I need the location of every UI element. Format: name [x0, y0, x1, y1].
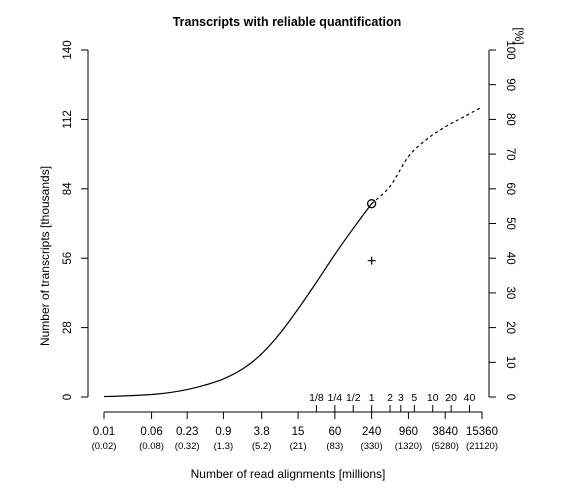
x-tick-label: 0.01: [93, 426, 115, 438]
fraction-tick-label: 1/8: [309, 392, 324, 404]
y-tick-label: 112: [62, 110, 74, 128]
fraction-tick-label: 2: [387, 392, 393, 404]
y-axis-title: Number of transcripts [thousands]: [38, 166, 52, 346]
x-tick-label: 15: [292, 426, 305, 438]
y2-ticks: 0 10 20 30 40 50 60 70 80 90 100: [489, 40, 516, 400]
y2-axis-title: [%]: [512, 27, 526, 44]
fraction-tick-label: 1/2: [346, 392, 361, 404]
x-tick-label: 0.06: [140, 426, 162, 438]
y2-tick-label: 20: [504, 321, 516, 334]
fraction-ticks: 1/8 1/4 1/2 1 2 3 5 10 20 40: [309, 392, 476, 412]
y2-tick-label: 10: [504, 356, 516, 369]
y2-tick-label: 70: [504, 148, 516, 161]
x-sub-label: (0.02): [92, 441, 117, 452]
x-axis-title: Number of read alignments [millions]: [191, 467, 386, 481]
x-sub-label: (1320): [395, 441, 422, 452]
y-tick-label: 0: [62, 394, 74, 400]
y2-tick-label: 0: [504, 394, 516, 400]
fraction-tick-label: 20: [445, 392, 457, 404]
plus-marker: [367, 256, 376, 265]
fraction-tick-label: 1: [369, 392, 375, 404]
x-sub-label: (83): [326, 441, 343, 452]
y-ticks: 0 28 56 84 112 140: [62, 40, 88, 400]
x-tick-label: 960: [399, 426, 418, 438]
x-tick-label: 3840: [432, 426, 458, 438]
fraction-tick-label: 5: [411, 392, 417, 404]
y-tick-label: 140: [62, 40, 74, 59]
projected-series-line: [371, 106, 483, 205]
series-layer: [103, 106, 483, 398]
x-ticks: 0.01 (0.02) 0.06 (0.08) 0.23 (0.32) 0.9 (1.3) 3.…: [92, 412, 498, 452]
x-sub-label: (5280): [431, 441, 458, 452]
circle-marker: [366, 199, 377, 209]
fraction-tick-label: 10: [427, 392, 439, 404]
y-tick-label: 56: [62, 252, 74, 265]
x-tick-label: 60: [328, 426, 341, 438]
fraction-tick-label: 3: [398, 392, 404, 404]
y2-tick-label: 40: [504, 252, 516, 265]
x-tick-label: 3.8: [254, 426, 270, 438]
x-tick-label: 0.9: [215, 426, 231, 438]
x-sub-label: (330): [361, 441, 383, 452]
x-sub-label: (21120): [466, 441, 498, 452]
y2-tick-label: 80: [504, 113, 516, 126]
x-sub-label: (0.32): [175, 441, 200, 452]
y2-tick-label: 90: [504, 78, 516, 91]
x-sub-label: (21): [290, 441, 307, 452]
y-tick-label: 84: [62, 182, 74, 195]
x-sub-label: (1.3): [214, 441, 234, 452]
y2-tick-label: 60: [504, 182, 516, 195]
fraction-tick-label: 1/4: [328, 392, 343, 404]
fraction-tick-label: 40: [464, 392, 476, 404]
y2-tick-label: 50: [504, 217, 516, 230]
marker-layer: [366, 199, 377, 265]
y2-tick-label: 100: [504, 40, 516, 59]
y2-tick-label: 30: [504, 287, 516, 300]
y-tick-label: 28: [62, 321, 74, 334]
x-tick-label: 240: [362, 426, 381, 438]
x-sub-label: (0.08): [139, 441, 164, 452]
x-sub-label: (5.2): [252, 441, 272, 452]
observed-series-line: [103, 203, 373, 398]
x-tick-label: 15360: [466, 426, 498, 438]
x-tick-label: 0.23: [176, 426, 198, 438]
chart-title: Transcripts with reliable quantification: [173, 15, 402, 29]
